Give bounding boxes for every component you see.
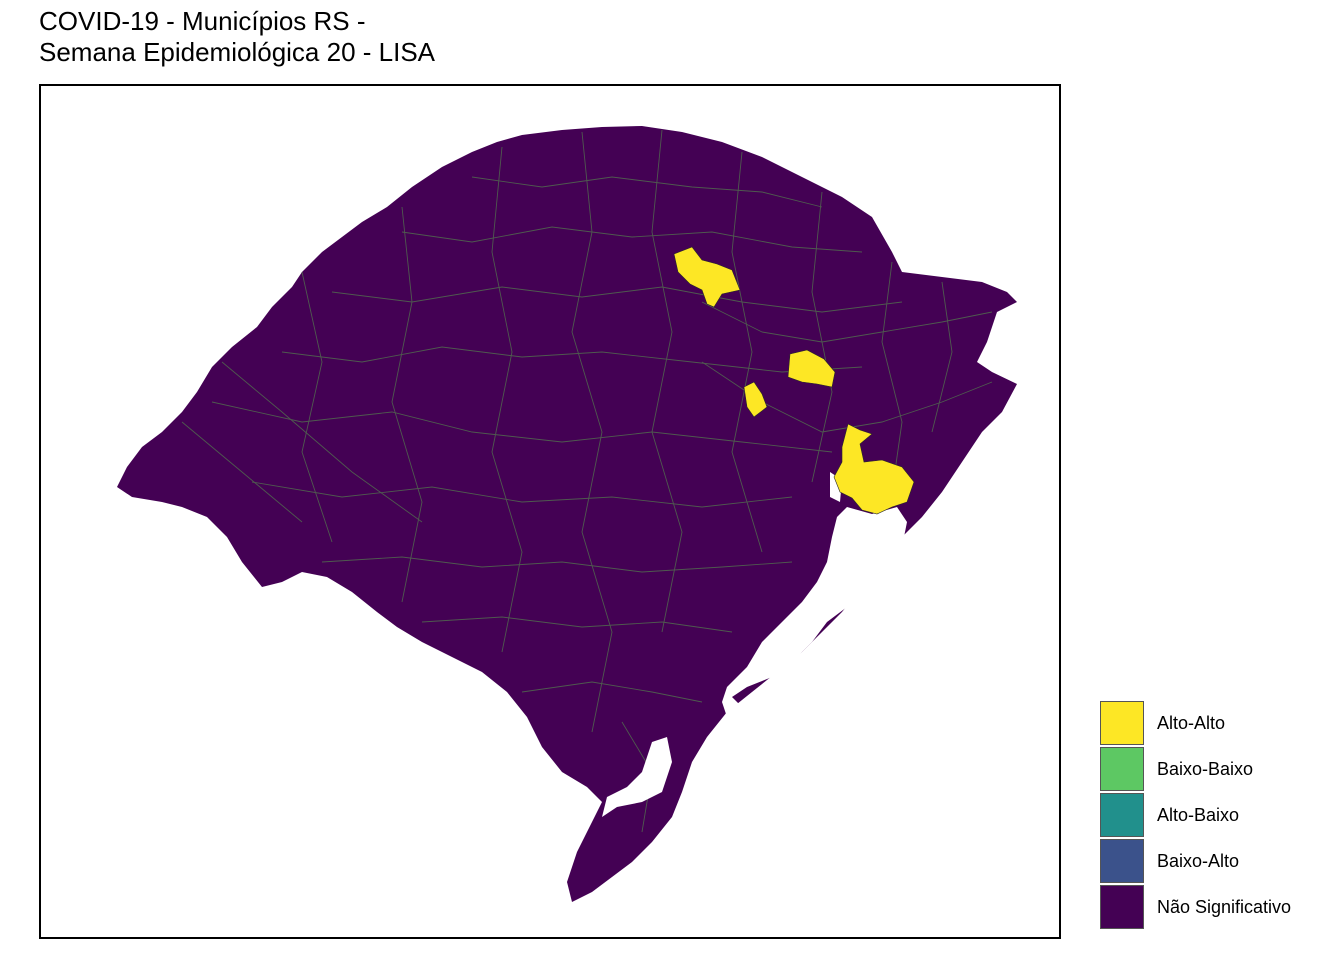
cluster-vale xyxy=(743,381,768,418)
legend-swatch-alto-baixo xyxy=(1100,793,1144,837)
title-line-1: COVID-19 - Municípios RS - xyxy=(39,6,366,36)
map-panel xyxy=(39,84,1061,939)
legend-item-baixo-alto: Baixo-Alto xyxy=(1100,838,1320,884)
alto-alto-clusters xyxy=(673,246,915,515)
legend-label: Baixo-Alto xyxy=(1157,850,1240,871)
legend-swatch-baixo-alto xyxy=(1100,839,1144,883)
lagoa-dos-patos xyxy=(722,507,907,717)
legend-item-baixo-baixo: Baixo-Baixo xyxy=(1100,746,1320,792)
legend-label: Não Significativo xyxy=(1157,896,1292,917)
legend-label: Alto-Alto xyxy=(1157,712,1226,733)
map-title: COVID-19 - Municípios RS - Semana Epidem… xyxy=(39,6,435,68)
cluster-serra-gaucha xyxy=(787,349,836,388)
cluster-north-central xyxy=(673,246,741,308)
legend-swatch-nao-significativo xyxy=(1100,885,1144,929)
legend-item-alto-alto: Alto-Alto xyxy=(1100,700,1320,746)
municipality-borders xyxy=(181,129,993,833)
title-line-2: Semana Epidemiológica 20 - LISA xyxy=(39,37,436,67)
lagoa-mirim xyxy=(602,737,672,817)
legend-swatch-baixo-baixo xyxy=(1100,747,1144,791)
legend: Alto-Alto Baixo-Baixo Alto-Baixo Baixo-A… xyxy=(1100,700,1320,930)
legend-item-nao-significativo: Não Significativo xyxy=(1100,884,1320,930)
legend-swatch-alto-alto xyxy=(1100,701,1144,745)
state-outline xyxy=(117,126,1017,902)
legend-item-alto-baixo: Alto-Baixo xyxy=(1100,792,1320,838)
legend-label: Baixo-Baixo xyxy=(1157,758,1254,779)
cluster-porto-alegre-metro xyxy=(833,423,915,515)
legend-label: Alto-Baixo xyxy=(1157,804,1240,825)
